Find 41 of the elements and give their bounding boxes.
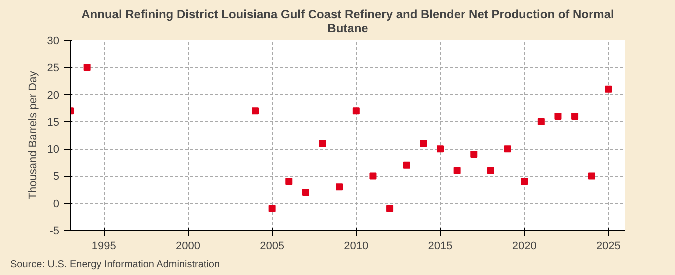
y-tick-label: 30 — [47, 36, 60, 48]
y-tick-label: 10 — [47, 144, 60, 156]
point — [84, 64, 91, 72]
y-tick-label: 20 — [47, 90, 60, 102]
x-tick-label: 2000 — [176, 240, 200, 252]
point — [572, 113, 579, 120]
y-tick-label: 0 — [53, 198, 60, 210]
point — [554, 113, 562, 120]
point — [268, 205, 276, 212]
y-tick-label: 5 — [53, 171, 60, 184]
point — [420, 140, 428, 148]
x-tick-label: 2005 — [260, 240, 285, 252]
x-tick-label: 2025 — [596, 240, 621, 252]
y-tick-label: 25 — [47, 62, 60, 75]
point — [605, 86, 612, 93]
point — [437, 146, 444, 153]
point — [487, 167, 494, 174]
point — [588, 172, 596, 180]
chart-title: Annual Refining District Louisiana Gulf Coast Refinery and Blender Net Production of Normal Butane — [82, 8, 614, 36]
point — [286, 178, 293, 186]
point — [454, 167, 461, 174]
y-tick-label: -5 — [50, 226, 60, 238]
y-tick-label: 15 — [47, 116, 60, 129]
point — [386, 205, 394, 212]
point — [352, 108, 360, 115]
point — [302, 189, 310, 196]
point — [521, 178, 528, 186]
point — [538, 118, 545, 126]
source-note: Source: U.S. Energy Information Administration — [10, 260, 220, 270]
point — [336, 184, 344, 191]
y-axis-title: Thousand Barrels per Day — [27, 70, 40, 200]
point — [319, 140, 326, 148]
x-tick-label: 2015 — [428, 240, 453, 252]
x-tick-label: 2010 — [344, 240, 369, 252]
point — [370, 172, 377, 180]
point — [252, 108, 259, 115]
x-tick-label: 1995 — [92, 240, 116, 252]
point — [470, 151, 478, 158]
point — [504, 146, 512, 153]
x-tick-label: 2020 — [512, 240, 537, 252]
point — [403, 162, 410, 169]
